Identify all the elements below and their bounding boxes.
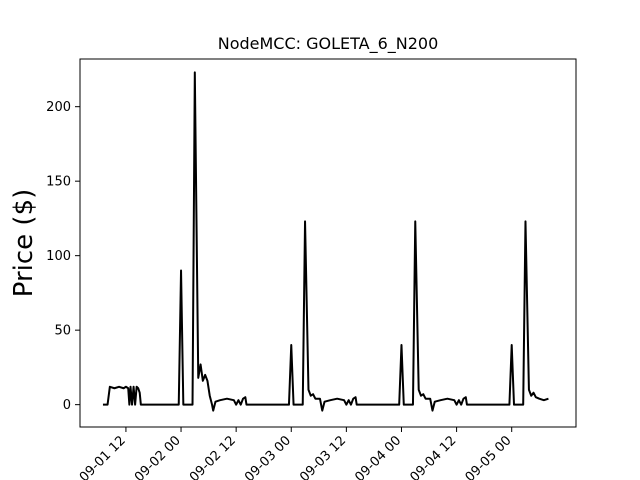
series-line-0 — [102, 71, 549, 412]
x-tick-label: 09-03 12 — [297, 433, 349, 480]
y-tick-label: 50 — [54, 324, 71, 339]
axes-frame — [79, 58, 577, 428]
x-tick-label: 09-03 00 — [242, 433, 294, 480]
y-tick-label: 150 — [46, 175, 71, 190]
x-tick-label: 09-02 00 — [132, 433, 184, 480]
x-tick-label: 09-02 12 — [187, 433, 239, 480]
y-axis-label: Price ($) — [9, 189, 39, 298]
chart-title: NodeMCC: GOLETA_6_N200 — [218, 34, 439, 54]
x-tick-label: 09-04 00 — [352, 433, 404, 480]
y-tick-label: 0 — [63, 398, 71, 413]
x-tick-label: 09-04 12 — [407, 433, 459, 480]
x-tick-label: 09-05 00 — [463, 433, 515, 480]
x-tick-label: 09-01 12 — [77, 433, 129, 480]
plot-area — [102, 71, 549, 412]
y-tick-label: 200 — [46, 100, 71, 115]
y-tick-label: 100 — [46, 249, 71, 264]
